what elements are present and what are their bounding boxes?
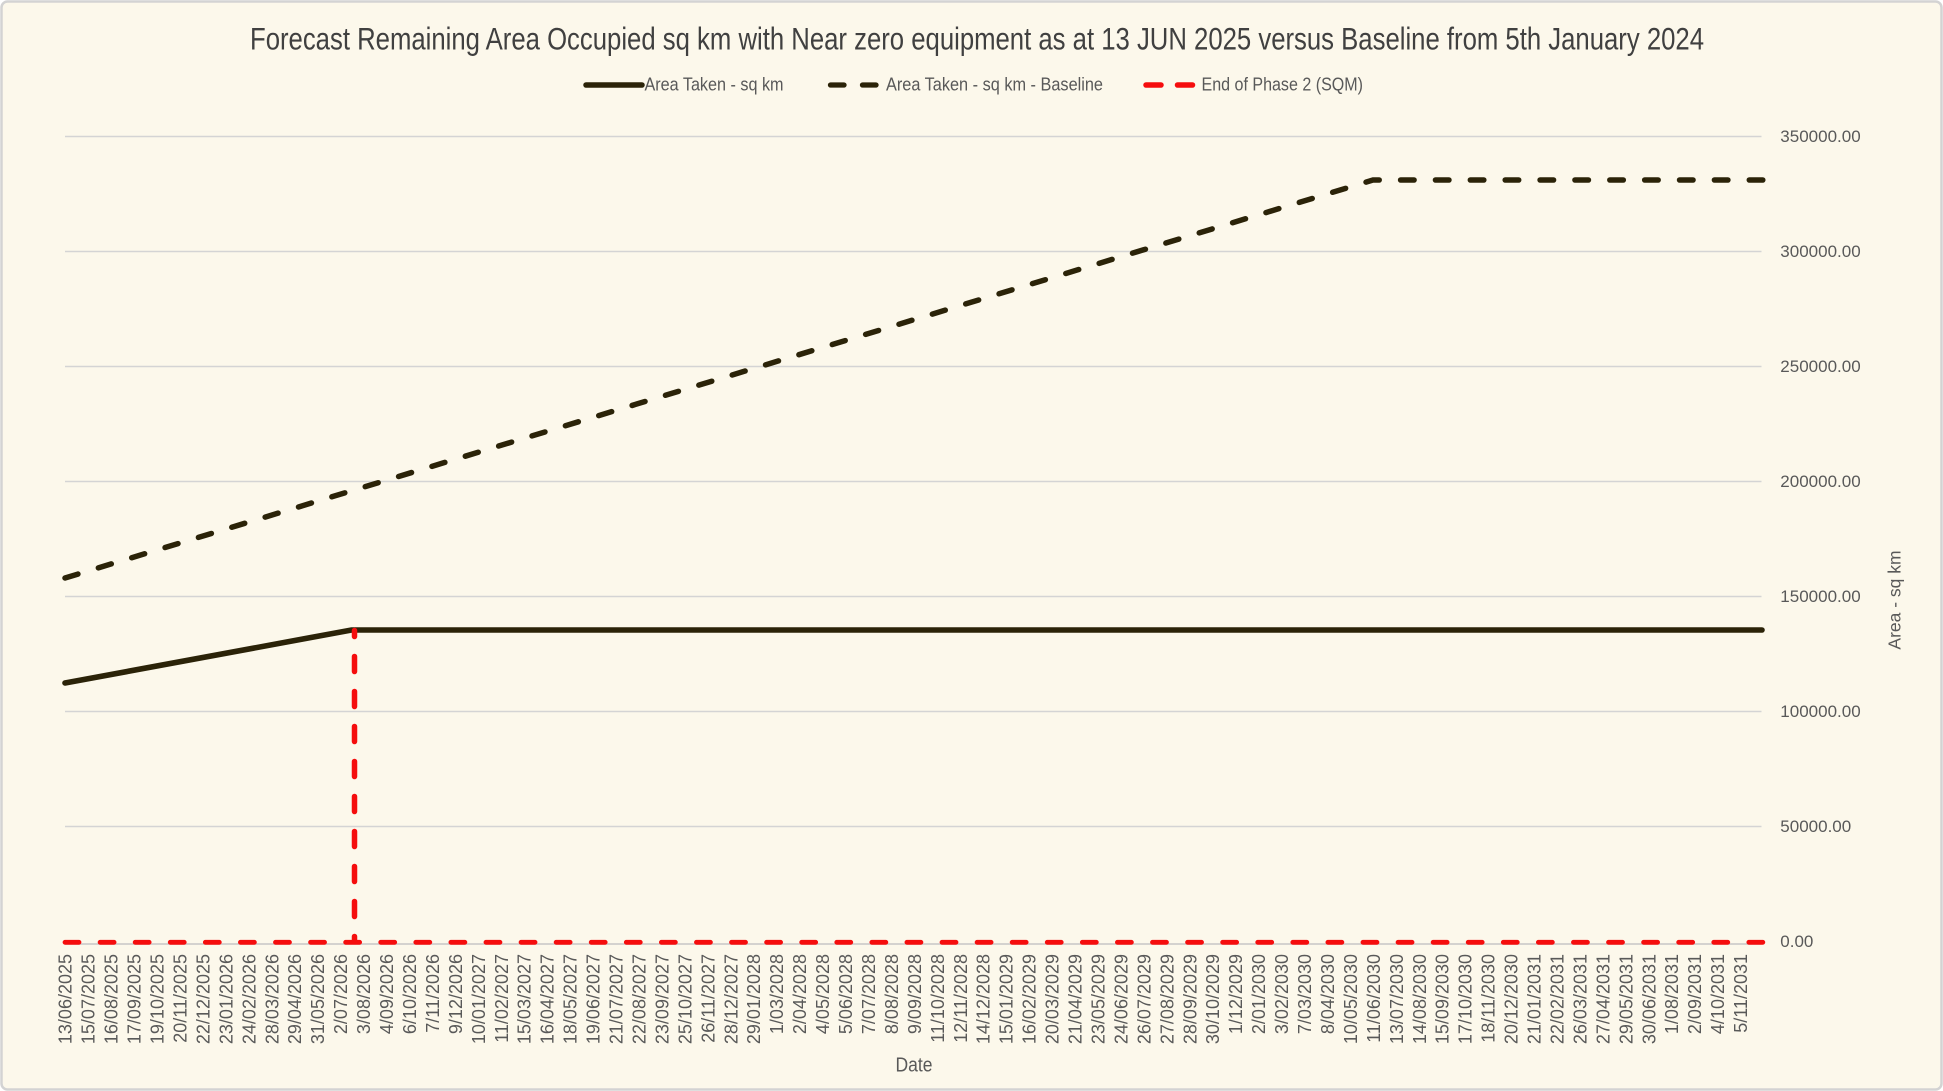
svg-text:26/07/2029: 26/07/2029 xyxy=(1134,954,1154,1044)
svg-text:14/12/2028: 14/12/2028 xyxy=(974,954,994,1044)
svg-text:Forecast Remaining Area Occupi: Forecast Remaining Area Occupied sq km w… xyxy=(250,21,1704,57)
svg-text:12/11/2028: 12/11/2028 xyxy=(951,954,971,1043)
svg-text:Date: Date xyxy=(896,1055,933,1077)
svg-text:30/10/2029: 30/10/2029 xyxy=(1203,954,1223,1044)
svg-text:13/07/2030: 13/07/2030 xyxy=(1387,954,1407,1044)
svg-text:9/09/2028: 9/09/2028 xyxy=(905,954,925,1034)
svg-text:26/11/2027: 26/11/2027 xyxy=(698,954,718,1043)
svg-text:11/06/2030: 11/06/2030 xyxy=(1364,954,1384,1043)
svg-text:9/12/2026: 9/12/2026 xyxy=(446,954,466,1034)
svg-text:21/01/2031: 21/01/2031 xyxy=(1525,954,1545,1044)
svg-text:250000.00: 250000.00 xyxy=(1780,357,1860,376)
svg-text:150000.00: 150000.00 xyxy=(1780,587,1860,606)
svg-text:1/03/2028: 1/03/2028 xyxy=(767,954,787,1034)
svg-text:0.00: 0.00 xyxy=(1780,932,1813,951)
svg-text:23/05/2029: 23/05/2029 xyxy=(1088,954,1108,1044)
svg-text:200000.00: 200000.00 xyxy=(1780,472,1860,491)
svg-text:21/07/2027: 21/07/2027 xyxy=(607,954,627,1044)
svg-text:7/11/2026: 7/11/2026 xyxy=(423,954,443,1033)
svg-text:23/09/2027: 23/09/2027 xyxy=(652,954,672,1044)
svg-text:20/12/2030: 20/12/2030 xyxy=(1502,954,1522,1044)
svg-text:15/07/2025: 15/07/2025 xyxy=(79,954,99,1044)
svg-text:5/06/2028: 5/06/2028 xyxy=(836,954,856,1034)
svg-text:4/09/2026: 4/09/2026 xyxy=(377,954,397,1034)
svg-text:1/12/2029: 1/12/2029 xyxy=(1226,954,1246,1034)
svg-text:100000.00: 100000.00 xyxy=(1780,702,1860,721)
svg-text:5/11/2031: 5/11/2031 xyxy=(1731,954,1751,1033)
svg-text:29/01/2028: 29/01/2028 xyxy=(744,954,764,1044)
svg-text:18/11/2030: 18/11/2030 xyxy=(1479,954,1499,1043)
svg-text:13/06/2025: 13/06/2025 xyxy=(56,954,76,1044)
svg-text:8/04/2030: 8/04/2030 xyxy=(1318,954,1338,1034)
svg-text:29/04/2026: 29/04/2026 xyxy=(285,954,305,1044)
svg-text:19/10/2025: 19/10/2025 xyxy=(148,954,168,1044)
svg-text:21/04/2029: 21/04/2029 xyxy=(1066,954,1086,1044)
svg-text:Area Taken - sq km: Area Taken - sq km xyxy=(645,75,784,95)
svg-text:2/07/2026: 2/07/2026 xyxy=(331,954,351,1034)
svg-text:4/10/2031: 4/10/2031 xyxy=(1708,954,1728,1034)
svg-text:10/01/2027: 10/01/2027 xyxy=(469,954,489,1044)
svg-text:7/03/2030: 7/03/2030 xyxy=(1295,954,1315,1034)
svg-text:19/06/2027: 19/06/2027 xyxy=(584,954,604,1044)
svg-text:2/01/2030: 2/01/2030 xyxy=(1249,954,1269,1034)
svg-text:6/10/2026: 6/10/2026 xyxy=(400,954,420,1034)
svg-text:End of Phase 2 (SQM): End of Phase 2 (SQM) xyxy=(1202,75,1364,95)
svg-text:2/09/2031: 2/09/2031 xyxy=(1685,954,1705,1034)
svg-text:Area Taken - sq km - Baseline: Area Taken - sq km - Baseline xyxy=(886,75,1103,95)
svg-text:27/04/2031: 27/04/2031 xyxy=(1593,954,1613,1044)
svg-text:Area - sq km: Area - sq km xyxy=(1885,550,1905,649)
svg-text:4/05/2028: 4/05/2028 xyxy=(813,954,833,1034)
svg-text:15/01/2029: 15/01/2029 xyxy=(997,954,1017,1044)
svg-text:1/08/2031: 1/08/2031 xyxy=(1662,954,1682,1034)
svg-text:27/08/2029: 27/08/2029 xyxy=(1157,954,1177,1044)
svg-text:17/10/2030: 17/10/2030 xyxy=(1456,954,1476,1044)
svg-text:20/11/2025: 20/11/2025 xyxy=(170,954,190,1043)
svg-text:24/02/2026: 24/02/2026 xyxy=(239,954,259,1044)
svg-text:3/08/2026: 3/08/2026 xyxy=(354,954,374,1034)
svg-text:11/10/2028: 11/10/2028 xyxy=(928,954,948,1043)
svg-text:3/02/2030: 3/02/2030 xyxy=(1272,954,1292,1034)
svg-text:22/08/2027: 22/08/2027 xyxy=(629,954,649,1044)
svg-text:10/05/2030: 10/05/2030 xyxy=(1341,954,1361,1044)
svg-text:11/02/2027: 11/02/2027 xyxy=(492,954,512,1043)
svg-text:22/12/2025: 22/12/2025 xyxy=(193,954,213,1044)
svg-text:23/01/2026: 23/01/2026 xyxy=(216,954,236,1044)
svg-text:25/10/2027: 25/10/2027 xyxy=(675,954,695,1044)
svg-text:2/04/2028: 2/04/2028 xyxy=(790,954,810,1034)
svg-text:16/08/2025: 16/08/2025 xyxy=(102,954,122,1044)
svg-text:15/09/2030: 15/09/2030 xyxy=(1433,954,1453,1044)
svg-text:26/03/2031: 26/03/2031 xyxy=(1570,954,1590,1044)
svg-text:7/07/2028: 7/07/2028 xyxy=(859,954,879,1034)
svg-text:14/08/2030: 14/08/2030 xyxy=(1410,954,1430,1044)
svg-text:350000.00: 350000.00 xyxy=(1780,127,1860,146)
svg-text:28/12/2027: 28/12/2027 xyxy=(721,954,741,1044)
svg-text:15/03/2027: 15/03/2027 xyxy=(515,954,535,1044)
svg-text:300000.00: 300000.00 xyxy=(1780,242,1860,261)
svg-text:16/04/2027: 16/04/2027 xyxy=(538,954,558,1044)
svg-text:16/02/2029: 16/02/2029 xyxy=(1020,954,1040,1044)
svg-text:28/09/2029: 28/09/2029 xyxy=(1180,954,1200,1044)
svg-text:17/09/2025: 17/09/2025 xyxy=(125,954,145,1044)
svg-text:8/08/2028: 8/08/2028 xyxy=(882,954,902,1034)
svg-text:24/06/2029: 24/06/2029 xyxy=(1111,954,1131,1044)
svg-text:50000.00: 50000.00 xyxy=(1780,817,1851,836)
svg-text:30/06/2031: 30/06/2031 xyxy=(1639,954,1659,1044)
svg-text:31/05/2026: 31/05/2026 xyxy=(308,954,328,1044)
svg-text:20/03/2029: 20/03/2029 xyxy=(1043,954,1063,1044)
svg-text:29/05/2031: 29/05/2031 xyxy=(1616,954,1636,1044)
svg-text:28/03/2026: 28/03/2026 xyxy=(262,954,282,1044)
svg-text:18/05/2027: 18/05/2027 xyxy=(561,954,581,1044)
svg-text:22/02/2031: 22/02/2031 xyxy=(1547,954,1567,1044)
